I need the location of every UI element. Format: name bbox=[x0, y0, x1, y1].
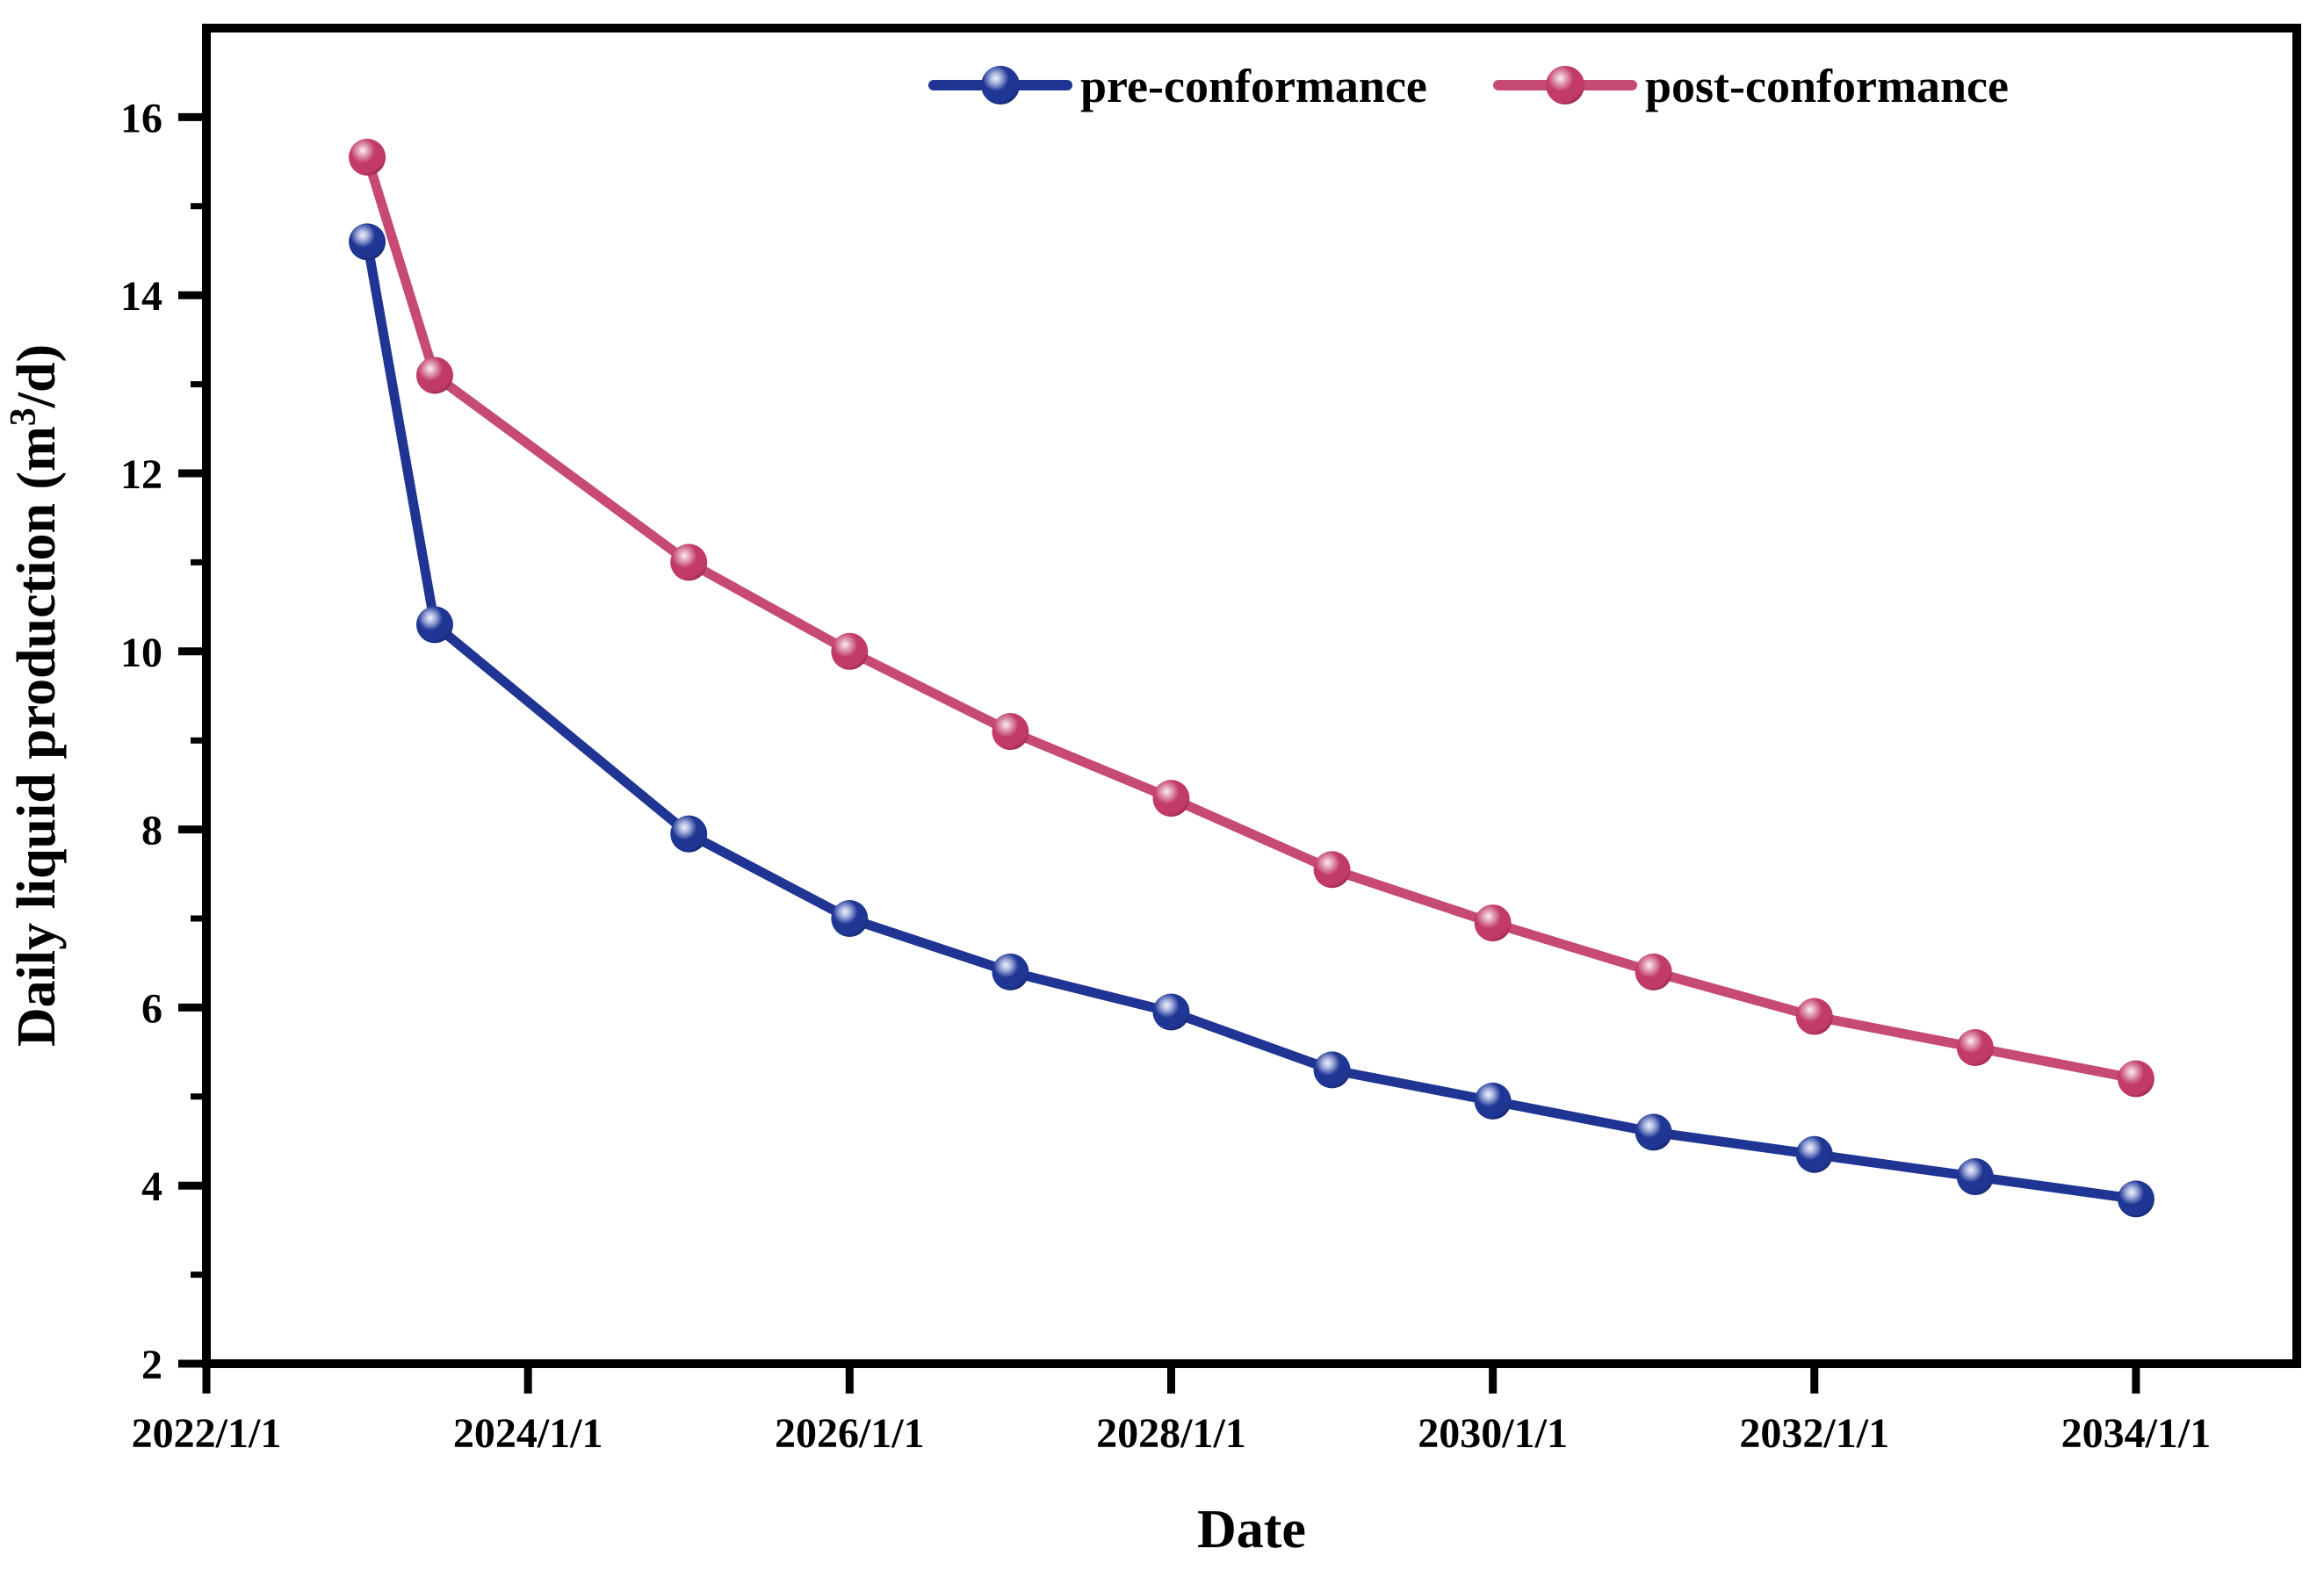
data-point-pre-conformance-2028/1/1 bbox=[1152, 993, 1190, 1031]
y-tick-label: 12 bbox=[120, 451, 162, 498]
data-point-post-conformance-2033/1/1 bbox=[1956, 1029, 1994, 1067]
plot-frame bbox=[202, 24, 2301, 1368]
y-tick-label: 16 bbox=[120, 95, 162, 141]
data-point-pre-conformance-2032/1/1 bbox=[1795, 1135, 1833, 1173]
y-tick-label: 8 bbox=[141, 808, 162, 854]
y-axis-title: Daily liquid production (m3/d) bbox=[4, 344, 67, 1047]
data-point-pre-conformance-2031/1/1 bbox=[1635, 1113, 1672, 1151]
x-tick-label: 2030/1/1 bbox=[1418, 1410, 1568, 1457]
x-tick-label: 2032/1/1 bbox=[1739, 1410, 1889, 1457]
data-point-post-conformance-2025/1/1 bbox=[670, 544, 708, 581]
y-tick-labels: 2 4 6 8 10 12 14 16 bbox=[120, 95, 162, 1388]
x-tick-label: 2026/1/1 bbox=[775, 1410, 925, 1457]
axis-ticks bbox=[178, 112, 2140, 1394]
data-point-pre-conformance-2034/1/1 bbox=[2117, 1180, 2154, 1218]
data-point-pre-conformance-2027/1/1 bbox=[992, 953, 1029, 990]
legend-label-post-conformance: post-conformance bbox=[1645, 60, 2009, 112]
data-point-post-conformance-2032/1/1 bbox=[1795, 998, 1833, 1035]
y-tick-label: 2 bbox=[141, 1342, 162, 1388]
data-point-pre-conformance-2026/1/1 bbox=[831, 900, 869, 937]
x-tick-label: 2028/1/1 bbox=[1096, 1410, 1246, 1457]
x-tick-label: 2024/1/1 bbox=[453, 1410, 603, 1457]
y-tick-label: 10 bbox=[120, 630, 162, 676]
x-tick-labels: 2022/1/1 2024/1/1 2026/1/1 2028/1/1 2030/1/1… bbox=[132, 1410, 2212, 1457]
data-point-post-conformance-2023/6/1 bbox=[415, 357, 453, 394]
y-tick-label: 14 bbox=[120, 273, 162, 320]
data-point-pre-conformance-2033/1/1 bbox=[1956, 1158, 1994, 1196]
x-tick-label: 2022/1/1 bbox=[132, 1410, 282, 1457]
y-axis-title-superscript: 3 bbox=[4, 407, 44, 426]
data-point-post-conformance-2023/1/1 bbox=[349, 139, 386, 176]
data-point-post-conformance-2031/1/1 bbox=[1635, 953, 1672, 990]
legend-label-pre-conformance: pre-conformance bbox=[1080, 60, 1427, 112]
y-axis-title-prefix: Daily liquid production (m bbox=[7, 426, 67, 1047]
data-point-post-conformance-2030/1/1 bbox=[1474, 904, 1512, 942]
y-axis-title-suffix: /d) bbox=[7, 344, 67, 408]
legend-marker-pre-conformance bbox=[981, 66, 1020, 104]
legend-marker-post-conformance bbox=[1546, 66, 1584, 104]
data-point-post-conformance-2034/1/1 bbox=[2117, 1060, 2154, 1098]
data-point-post-conformance-2027/1/1 bbox=[992, 713, 1029, 751]
legend: pre-conformance post-conformance bbox=[928, 60, 2009, 112]
y-tick-label: 6 bbox=[141, 985, 162, 1032]
data-point-post-conformance-2029/1/1 bbox=[1313, 851, 1351, 889]
series-line-pre-conformance bbox=[362, 241, 2137, 1204]
data-point-pre-conformance-2029/1/1 bbox=[1313, 1051, 1351, 1089]
data-point-post-conformance-2026/1/1 bbox=[831, 632, 869, 670]
data-point-pre-conformance-2030/1/1 bbox=[1474, 1082, 1512, 1120]
data-point-pre-conformance-2023/6/1 bbox=[415, 606, 453, 644]
y-tick-label: 4 bbox=[141, 1163, 162, 1210]
data-point-pre-conformance-2023/1/1 bbox=[349, 223, 386, 261]
x-axis-title: Date bbox=[1197, 1500, 1306, 1560]
data-point-pre-conformance-2025/1/1 bbox=[670, 815, 708, 853]
data-series bbox=[349, 139, 2154, 1218]
series-line-post-conformance bbox=[362, 155, 2137, 1084]
x-tick-label: 2034/1/1 bbox=[2061, 1410, 2212, 1457]
data-point-post-conformance-2028/1/1 bbox=[1152, 780, 1190, 818]
